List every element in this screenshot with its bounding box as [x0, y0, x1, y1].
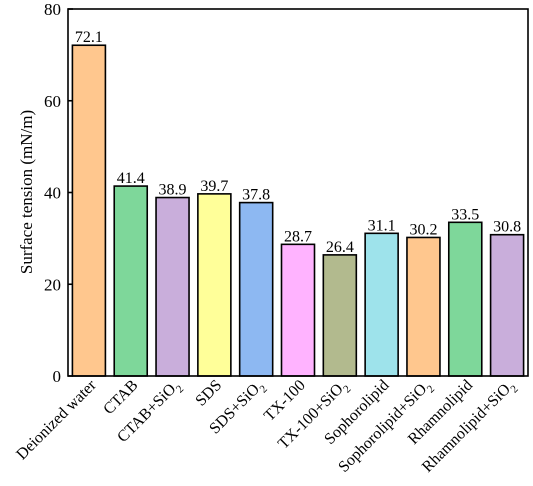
bar-value-label: 39.7: [200, 178, 228, 195]
bar-value-label: 72.1: [75, 29, 103, 46]
bar-value-label: 38.9: [159, 182, 187, 199]
bar: [71, 44, 107, 377]
category-label: Deionized water: [13, 376, 100, 463]
y-tick-label: 60: [44, 92, 61, 111]
bar: [197, 193, 232, 377]
bar-value-label: 30.2: [409, 221, 437, 238]
bar: [364, 232, 399, 377]
bar-value-label: 37.8: [242, 187, 270, 204]
category-label-text: Deionized water: [13, 376, 100, 463]
y-tick-label: 40: [44, 184, 61, 203]
y-axis: 0 20 40 60 80: [44, 0, 73, 386]
bar: [113, 185, 149, 377]
bar-value-label: 28.7: [284, 228, 312, 245]
bar-value-label: 33.5: [451, 206, 479, 223]
value-labels: 72.1 41.4 38.9 39.7 37.8 28.7 26.4 31.1 30.2 33.5…: [75, 29, 521, 256]
bar: [447, 221, 483, 377]
plot-frame: [67, 8, 529, 377]
bar: [155, 196, 190, 377]
y-axis-title: Surface tension (mN/m): [17, 110, 36, 274]
y-tick-label: 80: [44, 0, 61, 19]
category-label: SDS: [192, 377, 225, 410]
bar-value-label: 41.4: [117, 170, 145, 187]
bar: [238, 201, 274, 377]
y-tick-label: 20: [44, 275, 61, 294]
bars: [71, 44, 525, 377]
category-label-text: SDS: [192, 377, 225, 410]
bar-value-label: 31.1: [368, 217, 396, 234]
bar: [406, 236, 441, 377]
y-tick-label: 0: [53, 367, 62, 386]
bar-value-label: 30.8: [493, 219, 521, 236]
bar: [280, 243, 316, 377]
bar-value-label: 26.4: [326, 239, 354, 256]
bar: [322, 254, 358, 377]
bar: [489, 233, 525, 377]
